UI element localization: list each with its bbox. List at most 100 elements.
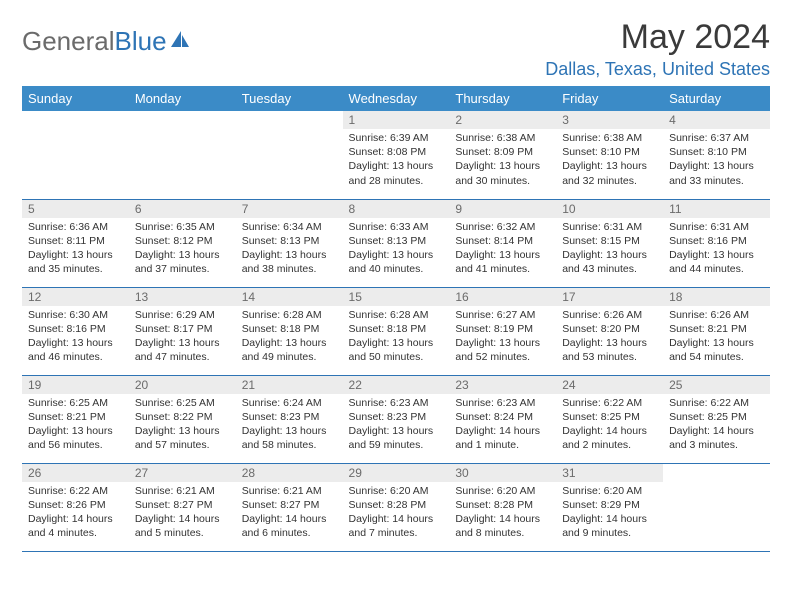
calendar-cell: 13Sunrise: 6:29 AMSunset: 8:17 PMDayligh… xyxy=(129,287,236,375)
sunrise-text: Sunrise: 6:23 AM xyxy=(455,396,550,410)
daylight-text-2: and 40 minutes. xyxy=(349,262,444,276)
title-block: May 2024 Dallas, Texas, United States xyxy=(545,18,770,80)
daylight-text-1: Daylight: 13 hours xyxy=(455,336,550,350)
sunset-text: Sunset: 8:19 PM xyxy=(455,322,550,336)
sunrise-text: Sunrise: 6:26 AM xyxy=(562,308,657,322)
daylight-text-2: and 38 minutes. xyxy=(242,262,337,276)
daylight-text-1: Daylight: 13 hours xyxy=(242,336,337,350)
daylight-text-2: and 43 minutes. xyxy=(562,262,657,276)
sunrise-text: Sunrise: 6:32 AM xyxy=(455,220,550,234)
sunrise-text: Sunrise: 6:20 AM xyxy=(455,484,550,498)
day-detail: Sunrise: 6:20 AMSunset: 8:28 PMDaylight:… xyxy=(449,482,556,545)
day-detail: Sunrise: 6:32 AMSunset: 8:14 PMDaylight:… xyxy=(449,218,556,281)
daylight-text-1: Daylight: 13 hours xyxy=(669,159,764,173)
daylight-text-2: and 32 minutes. xyxy=(562,174,657,188)
day-detail: Sunrise: 6:35 AMSunset: 8:12 PMDaylight:… xyxy=(129,218,236,281)
sunset-text: Sunset: 8:26 PM xyxy=(28,498,123,512)
day-number: 22 xyxy=(343,376,450,394)
daylight-text-1: Daylight: 14 hours xyxy=(28,512,123,526)
sunrise-text: Sunrise: 6:38 AM xyxy=(562,131,657,145)
calendar-cell: 31Sunrise: 6:20 AMSunset: 8:29 PMDayligh… xyxy=(556,463,663,551)
day-number: 5 xyxy=(22,200,129,218)
day-detail: Sunrise: 6:22 AMSunset: 8:25 PMDaylight:… xyxy=(663,394,770,457)
weekday-header: Tuesday xyxy=(236,86,343,111)
sunrise-text: Sunrise: 6:39 AM xyxy=(349,131,444,145)
daylight-text-2: and 28 minutes. xyxy=(349,174,444,188)
sunrise-text: Sunrise: 6:20 AM xyxy=(349,484,444,498)
day-detail: Sunrise: 6:22 AMSunset: 8:25 PMDaylight:… xyxy=(556,394,663,457)
sunrise-text: Sunrise: 6:38 AM xyxy=(455,131,550,145)
day-number: 28 xyxy=(236,464,343,482)
day-number: 12 xyxy=(22,288,129,306)
day-detail: Sunrise: 6:31 AMSunset: 8:15 PMDaylight:… xyxy=(556,218,663,281)
day-detail: Sunrise: 6:39 AMSunset: 8:08 PMDaylight:… xyxy=(343,129,450,192)
sunset-text: Sunset: 8:21 PM xyxy=(669,322,764,336)
day-detail: Sunrise: 6:21 AMSunset: 8:27 PMDaylight:… xyxy=(236,482,343,545)
day-detail: Sunrise: 6:23 AMSunset: 8:23 PMDaylight:… xyxy=(343,394,450,457)
sunrise-text: Sunrise: 6:21 AM xyxy=(242,484,337,498)
daylight-text-1: Daylight: 14 hours xyxy=(455,512,550,526)
day-detail: Sunrise: 6:29 AMSunset: 8:17 PMDaylight:… xyxy=(129,306,236,369)
daylight-text-2: and 46 minutes. xyxy=(28,350,123,364)
daylight-text-2: and 56 minutes. xyxy=(28,438,123,452)
calendar-body: 1Sunrise: 6:39 AMSunset: 8:08 PMDaylight… xyxy=(22,111,770,551)
calendar-cell: 17Sunrise: 6:26 AMSunset: 8:20 PMDayligh… xyxy=(556,287,663,375)
sunset-text: Sunset: 8:23 PM xyxy=(242,410,337,424)
day-number: 31 xyxy=(556,464,663,482)
calendar-cell: 12Sunrise: 6:30 AMSunset: 8:16 PMDayligh… xyxy=(22,287,129,375)
calendar-cell: 2Sunrise: 6:38 AMSunset: 8:09 PMDaylight… xyxy=(449,111,556,199)
day-detail: Sunrise: 6:38 AMSunset: 8:09 PMDaylight:… xyxy=(449,129,556,192)
sail-icon xyxy=(169,29,191,54)
daylight-text-2: and 35 minutes. xyxy=(28,262,123,276)
calendar-cell: 18Sunrise: 6:26 AMSunset: 8:21 PMDayligh… xyxy=(663,287,770,375)
calendar-cell-empty xyxy=(129,111,236,199)
sunrise-text: Sunrise: 6:22 AM xyxy=(562,396,657,410)
weekday-header: Saturday xyxy=(663,86,770,111)
day-number: 27 xyxy=(129,464,236,482)
calendar-cell: 25Sunrise: 6:22 AMSunset: 8:25 PMDayligh… xyxy=(663,375,770,463)
daylight-text-1: Daylight: 13 hours xyxy=(669,248,764,262)
day-number: 15 xyxy=(343,288,450,306)
calendar-cell: 23Sunrise: 6:23 AMSunset: 8:24 PMDayligh… xyxy=(449,375,556,463)
sunrise-text: Sunrise: 6:37 AM xyxy=(669,131,764,145)
daylight-text-1: Daylight: 13 hours xyxy=(669,336,764,350)
sunset-text: Sunset: 8:29 PM xyxy=(562,498,657,512)
day-detail: Sunrise: 6:31 AMSunset: 8:16 PMDaylight:… xyxy=(663,218,770,281)
daylight-text-1: Daylight: 13 hours xyxy=(28,424,123,438)
sunset-text: Sunset: 8:10 PM xyxy=(562,145,657,159)
calendar-cell: 27Sunrise: 6:21 AMSunset: 8:27 PMDayligh… xyxy=(129,463,236,551)
day-number: 8 xyxy=(343,200,450,218)
day-number: 10 xyxy=(556,200,663,218)
sunrise-text: Sunrise: 6:26 AM xyxy=(669,308,764,322)
sunset-text: Sunset: 8:18 PM xyxy=(349,322,444,336)
day-number: 24 xyxy=(556,376,663,394)
day-detail: Sunrise: 6:38 AMSunset: 8:10 PMDaylight:… xyxy=(556,129,663,192)
sunrise-text: Sunrise: 6:20 AM xyxy=(562,484,657,498)
day-number: 20 xyxy=(129,376,236,394)
calendar-cell: 16Sunrise: 6:27 AMSunset: 8:19 PMDayligh… xyxy=(449,287,556,375)
sunset-text: Sunset: 8:11 PM xyxy=(28,234,123,248)
sunrise-text: Sunrise: 6:36 AM xyxy=(28,220,123,234)
weekday-header: Monday xyxy=(129,86,236,111)
sunset-text: Sunset: 8:15 PM xyxy=(562,234,657,248)
daylight-text-2: and 2 minutes. xyxy=(562,438,657,452)
daylight-text-1: Daylight: 14 hours xyxy=(135,512,230,526)
sunset-text: Sunset: 8:27 PM xyxy=(135,498,230,512)
day-number: 19 xyxy=(22,376,129,394)
day-detail: Sunrise: 6:26 AMSunset: 8:21 PMDaylight:… xyxy=(663,306,770,369)
day-number: 6 xyxy=(129,200,236,218)
sunrise-text: Sunrise: 6:27 AM xyxy=(455,308,550,322)
calendar-cell: 7Sunrise: 6:34 AMSunset: 8:13 PMDaylight… xyxy=(236,199,343,287)
day-number: 2 xyxy=(449,111,556,129)
daylight-text-2: and 9 minutes. xyxy=(562,526,657,540)
day-detail: Sunrise: 6:25 AMSunset: 8:22 PMDaylight:… xyxy=(129,394,236,457)
calendar-cell-empty xyxy=(663,463,770,551)
sunset-text: Sunset: 8:25 PM xyxy=(562,410,657,424)
location-text: Dallas, Texas, United States xyxy=(545,59,770,80)
day-number: 23 xyxy=(449,376,556,394)
day-number: 29 xyxy=(343,464,450,482)
page-title: May 2024 xyxy=(545,18,770,57)
daylight-text-2: and 54 minutes. xyxy=(669,350,764,364)
sunset-text: Sunset: 8:28 PM xyxy=(455,498,550,512)
daylight-text-2: and 30 minutes. xyxy=(455,174,550,188)
